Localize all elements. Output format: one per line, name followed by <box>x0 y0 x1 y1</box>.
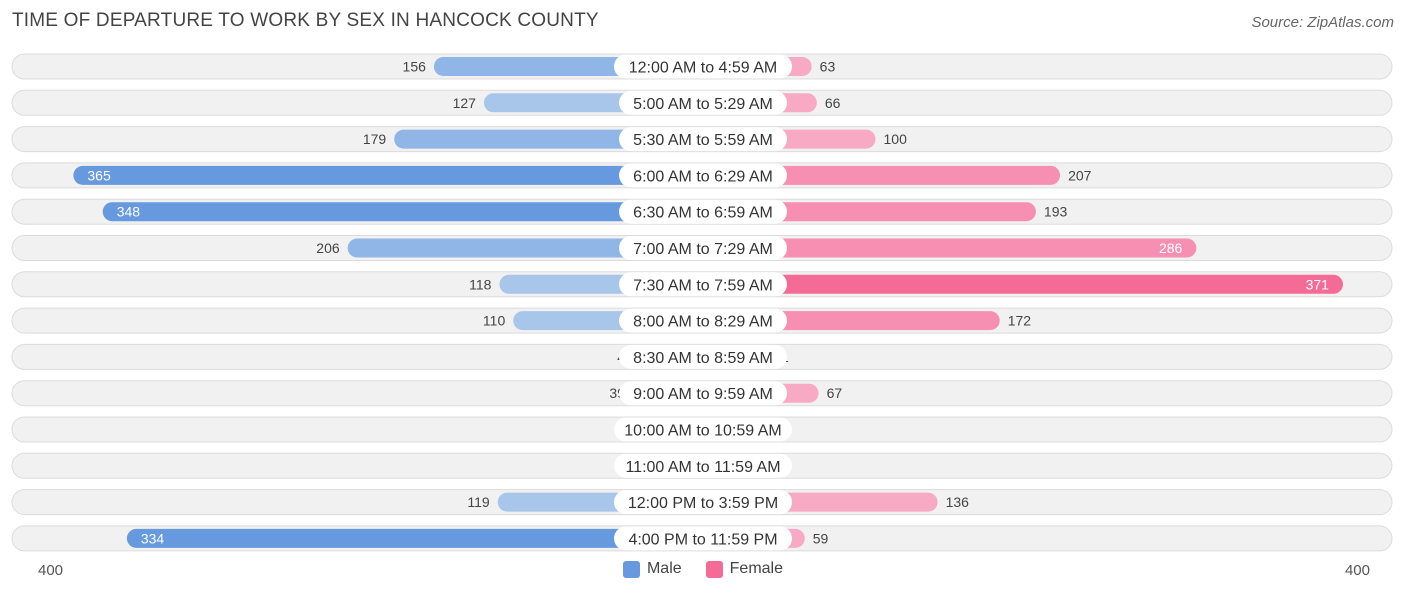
category-label: 8:30 AM to 8:59 AM <box>633 350 773 367</box>
category-pill <box>619 163 787 188</box>
category-pill <box>619 272 787 297</box>
male-value-label: 127 <box>453 95 477 111</box>
category-pill <box>619 381 787 406</box>
male-value-label: 348 <box>117 204 141 220</box>
female-value-label: 172 <box>1008 313 1032 329</box>
category-label: 11:00 AM to 11:59 AM <box>625 459 780 476</box>
category-label: 12:00 PM to 3:59 PM <box>628 495 778 512</box>
category-label: 8:00 AM to 8:29 AM <box>633 314 773 331</box>
female-bar <box>703 202 1036 222</box>
female-value-label: 286 <box>1159 240 1183 256</box>
source-note: Source: ZipAtlas.com <box>1251 14 1394 31</box>
axis-left-label: 400 <box>38 562 64 579</box>
chart-title: TIME OF DEPARTURE TO WORK BY SEX IN HANC… <box>12 10 599 31</box>
category-pill <box>619 199 787 224</box>
category-label: 10:00 AM to 10:59 AM <box>624 423 781 440</box>
male-swatch-icon <box>622 560 640 578</box>
category-pill <box>619 127 787 152</box>
category-label: 6:30 AM to 6:59 AM <box>633 205 773 222</box>
category-pill <box>614 453 792 478</box>
male-value-label: 118 <box>469 276 492 292</box>
male-bar <box>102 202 703 222</box>
category-pill <box>614 526 792 551</box>
legend: Male Female <box>0 560 1406 578</box>
female-value-label: 136 <box>946 494 970 510</box>
category-pill <box>614 54 792 79</box>
legend-item-female[interactable]: Female <box>705 560 784 578</box>
category-pill <box>619 308 787 333</box>
female-value-label: 67 <box>827 385 843 401</box>
male-bar <box>126 528 704 548</box>
male-bar <box>347 238 703 258</box>
male-bar <box>73 165 703 185</box>
category-pill <box>619 90 787 115</box>
female-bar <box>703 165 1061 185</box>
female-value-label: 66 <box>825 95 841 111</box>
category-pill <box>619 344 787 369</box>
male-value-label: 110 <box>483 313 506 329</box>
male-value-label: 365 <box>87 167 111 183</box>
female-value-label: 63 <box>820 59 836 75</box>
male-value-label: 334 <box>141 530 165 546</box>
female-swatch-icon <box>705 560 723 578</box>
female-value-label: 100 <box>884 131 908 147</box>
legend-label-male: Male <box>646 560 682 577</box>
female-value-label: 371 <box>1306 276 1330 292</box>
female-value-label: 207 <box>1068 167 1092 183</box>
female-bar <box>703 238 1197 258</box>
category-label: 5:00 AM to 5:29 AM <box>633 96 773 113</box>
category-pill <box>614 490 792 515</box>
female-value-label: 59 <box>813 530 829 546</box>
category-label: 6:00 AM to 6:29 AM <box>633 168 773 185</box>
category-label: 7:30 AM to 7:59 AM <box>633 277 773 294</box>
category-label: 9:00 AM to 9:59 AM <box>633 386 773 403</box>
female-value-label: 193 <box>1044 204 1068 220</box>
category-label: 4:00 PM to 11:59 PM <box>628 531 777 548</box>
axis-right-label: 400 <box>1344 562 1370 579</box>
category-label: 7:00 AM to 7:29 AM <box>633 241 773 258</box>
category-label: 5:30 AM to 5:59 AM <box>633 132 773 149</box>
legend-label-female: Female <box>729 560 784 577</box>
male-value-label: 156 <box>403 59 427 75</box>
male-value-label: 206 <box>316 240 340 256</box>
female-bar <box>703 274 1343 294</box>
category-pill <box>614 417 792 442</box>
male-value-label: 119 <box>467 494 490 510</box>
category-label: 12:00 AM to 4:59 AM <box>629 60 778 77</box>
male-value-label: 179 <box>363 131 387 147</box>
category-pill <box>619 236 787 260</box>
legend-item-male[interactable]: Male <box>622 560 682 578</box>
